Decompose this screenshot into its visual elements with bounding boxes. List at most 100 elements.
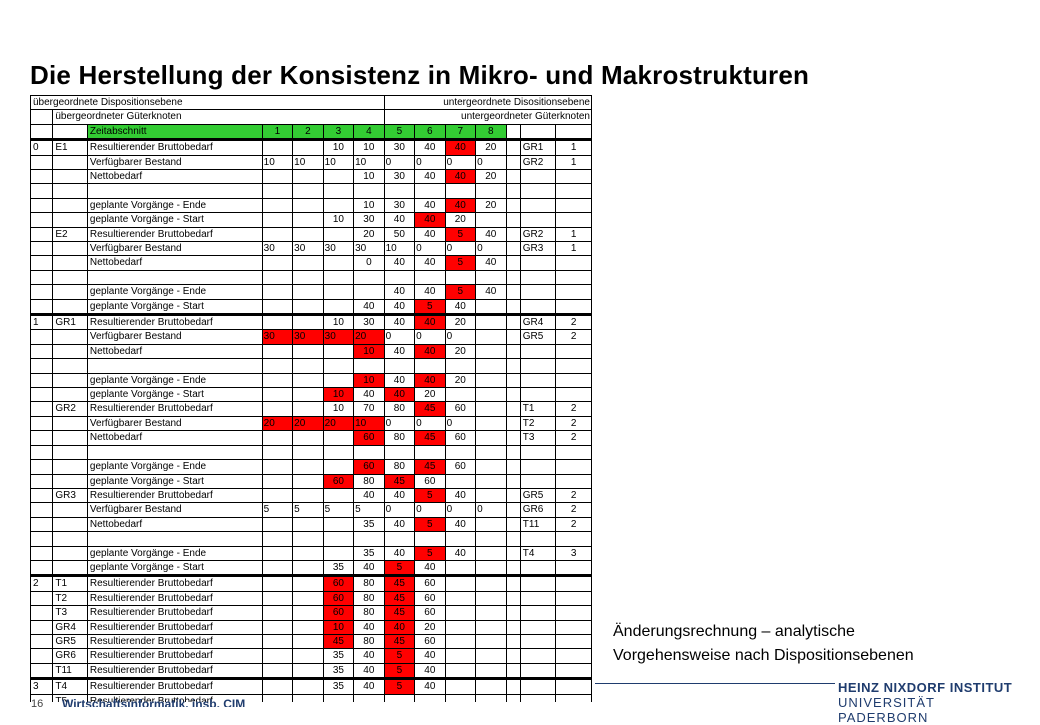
value-cell: 60	[322, 473, 355, 489]
value-cell	[261, 648, 294, 664]
spacer-cell	[505, 619, 521, 635]
spacer-cell	[505, 430, 521, 446]
quantity-cell: 1	[555, 241, 592, 257]
value-cell	[353, 183, 385, 199]
quantity-cell	[555, 619, 592, 635]
quantity-cell	[555, 269, 592, 286]
value-cell: 40	[383, 298, 416, 316]
value-cell	[475, 574, 507, 592]
value-cell	[261, 313, 294, 331]
value-cell: 0	[383, 415, 416, 432]
node-cell	[52, 473, 88, 489]
value-cell	[322, 487, 355, 504]
value-cell	[261, 430, 294, 446]
value-cell	[444, 559, 477, 577]
value-cell	[261, 531, 294, 547]
spacer-cell	[505, 531, 521, 547]
value-cell: 0	[444, 154, 477, 171]
table-row: T2 Resultierender Bruttobedarf 60 80 45 60	[30, 590, 592, 607]
spacer-cell	[505, 473, 521, 489]
node-cell: T1	[52, 574, 88, 592]
value-cell	[292, 559, 324, 577]
value-cell: 60	[414, 633, 446, 650]
table-row: Verfügbarer Bestand 30 30 30 20 0 0 0 GR5 2	[30, 329, 592, 345]
value-cell	[292, 574, 324, 592]
value-cell	[261, 473, 294, 489]
value-cell: 40	[353, 387, 385, 403]
level-cell	[30, 415, 54, 432]
level-cell	[30, 459, 54, 475]
row-label: Resultierender Bruttobedarf	[86, 605, 263, 621]
header-upper-right: untergeordnete Disositionsebene	[383, 95, 592, 111]
value-cell: 5	[383, 677, 416, 695]
spacer-cell	[505, 226, 521, 243]
value-cell: 5	[322, 502, 355, 518]
value-cell	[292, 169, 324, 185]
table-row	[30, 531, 592, 547]
value-cell	[475, 516, 507, 533]
value-cell	[261, 138, 294, 156]
value-cell	[414, 693, 446, 702]
node-cell	[52, 372, 88, 389]
value-cell: 10	[322, 154, 355, 171]
spacer-cell	[505, 459, 521, 475]
value-cell: 60	[414, 590, 446, 607]
note-line-2: Vorgehensweise nach Dispositionsebenen	[613, 647, 914, 664]
value-cell: 60	[322, 574, 355, 592]
spacer-cell	[505, 574, 521, 592]
value-cell	[292, 212, 324, 228]
quantity-cell	[555, 183, 592, 199]
table-row: Nettobedarf 0 40 40 5 40	[30, 255, 592, 271]
table-row: GR4 Resultierender Bruttobedarf 10 40 40 20	[30, 619, 592, 635]
value-cell	[414, 183, 446, 199]
value-cell	[475, 313, 507, 331]
quantity-cell	[555, 531, 592, 547]
value-cell	[261, 633, 294, 650]
sub-node-cell: T3	[519, 430, 557, 446]
row-label: Resultierender Bruttobedarf	[86, 662, 263, 680]
level-cell: 0	[30, 138, 54, 156]
value-cell	[383, 269, 416, 286]
quantity-cell: 2	[555, 516, 592, 533]
value-cell: 40	[383, 487, 416, 504]
value-cell	[261, 444, 294, 461]
note-line-1: Änderungsrechnung – analytische	[613, 623, 855, 640]
value-cell	[292, 545, 324, 561]
footer-text: Wirtschaftsinformatik, insb. CIM	[62, 697, 246, 707]
sub-node-cell	[519, 387, 557, 403]
value-cell	[353, 269, 385, 286]
value-cell	[261, 343, 294, 360]
sub-node-cell	[519, 648, 557, 664]
quantity-cell	[555, 358, 592, 374]
level-cell	[30, 516, 54, 533]
sub-node-cell	[519, 169, 557, 185]
row-label: Resultierender Bruttobedarf	[86, 138, 263, 156]
node-cell	[52, 255, 88, 271]
value-cell	[353, 284, 385, 300]
value-cell	[292, 693, 324, 702]
value-cell: 30	[383, 138, 416, 156]
value-cell	[444, 387, 477, 403]
table-row: geplante Vorgänge - Start 40 40 5 40	[30, 298, 592, 316]
node-cell: GR5	[52, 633, 88, 650]
table-row: 0 E1 Resultierender Bruttobedarf 10 10 30 40 40…	[30, 138, 592, 156]
value-cell: 40	[414, 212, 446, 228]
value-cell: 5	[414, 298, 446, 316]
spacer-cell	[505, 183, 521, 199]
value-cell: 80	[353, 590, 385, 607]
table-row: Verfügbarer Bestand 30 30 30 30 10 0 0 0 GR3 1	[30, 241, 592, 257]
level-cell	[30, 662, 54, 680]
sub-node-cell: GR4	[519, 313, 557, 331]
row-label: geplante Vorgänge - Ende	[86, 284, 263, 300]
header-row-periods: Zeitabschnitt 1 2 3 4 5 6 7 8	[30, 123, 592, 141]
row-label	[86, 444, 263, 461]
spacer-cell	[505, 169, 521, 185]
sub-node-cell: T1	[519, 401, 557, 417]
level-cell: 2	[30, 574, 54, 592]
sub-node-cell: GR3	[519, 241, 557, 257]
value-cell: 35	[322, 677, 355, 695]
value-cell: 20	[444, 343, 477, 360]
value-cell: 20	[261, 415, 294, 432]
table-row: geplante Vorgänge - Start 10 40 40 20	[30, 387, 592, 403]
table-row: geplante Vorgänge - Start 60 80 45 60	[30, 473, 592, 489]
